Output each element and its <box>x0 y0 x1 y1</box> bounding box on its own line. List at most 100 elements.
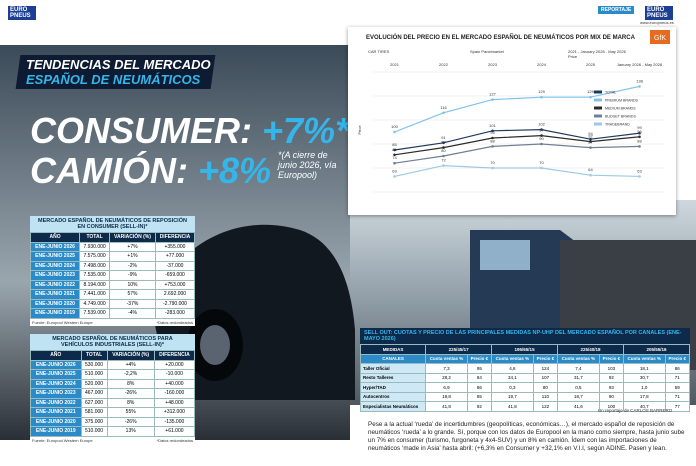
point <box>442 154 445 158</box>
size-cell: 225/45/17 <box>425 344 493 355</box>
cell: 107 <box>532 372 559 383</box>
point <box>393 175 396 178</box>
row: Resto Talleres 28,2 84 34,1 107 31,7 92 30,7 71 <box>359 372 691 383</box>
cell: 7,3 <box>425 363 468 374</box>
value-label: 94 <box>588 131 593 136</box>
cell: Taller Oficial <box>359 363 427 374</box>
header-row: AÑO TOTAL VARIACIÓN (%) DIFERENCIA <box>29 232 196 243</box>
legend-swatch <box>594 122 602 126</box>
value-label: 127 <box>489 92 496 97</box>
cell: 41,8 <box>491 401 534 412</box>
point <box>393 153 396 157</box>
cell: 92 <box>598 372 625 383</box>
value-label: 92 <box>588 134 593 139</box>
value-label: 91 <box>441 135 446 140</box>
value-label: 72 <box>441 158 446 163</box>
legend-label: PREMIUM BRANDS <box>605 99 639 103</box>
point <box>638 145 641 148</box>
x-tick-label: 2024 <box>537 62 547 67</box>
line <box>394 143 640 164</box>
value-label: 80 <box>441 148 446 153</box>
point <box>442 141 445 145</box>
intro-text: Pese a la actual ‘rueda’ de incertidumbr… <box>368 421 685 452</box>
cell: 0,5 <box>557 382 600 393</box>
section-label: REPORTAJE <box>598 6 635 14</box>
value-label: 88 <box>490 138 495 143</box>
size-cell: 225/40/18 <box>557 344 624 355</box>
source: Fuente: Europool Western Europe <box>32 319 93 325</box>
row: Especialistas Neumáticos 41,8 92 41,8 122 41,… <box>359 401 691 412</box>
cell: 80 <box>532 382 559 393</box>
legend-swatch <box>594 106 602 110</box>
point <box>442 111 445 115</box>
cell: 71 <box>664 391 691 402</box>
value-label: 99 <box>637 125 642 130</box>
cell: ENE-JUNIO 2019 <box>29 308 81 319</box>
cell: 122 <box>532 401 559 412</box>
row: Hyper/TAD 6,9 86 0,3 80 0,5 93 1,0 59 <box>359 382 691 393</box>
credit: Un reportaje de CARLOS BARRERO <box>598 408 673 413</box>
cell: 31,7 <box>557 372 600 383</box>
value-label: 85 <box>392 142 397 147</box>
cell: 100 <box>598 401 625 412</box>
cell: 30,7 <box>623 372 666 383</box>
table-title: MERCADO ESPAÑOL DE NEUMÁTICOS PARA VEHÍC… <box>30 334 195 350</box>
table: MEDIDAS 225/45/17 195/65/15 225/40/18 205/55… <box>359 344 691 412</box>
header-cell: Precio € <box>598 353 625 364</box>
size-row: MEDIDAS 225/45/17 195/65/15 225/40/18 205/55… <box>359 344 690 355</box>
legend-label: BUDGET BRANDS <box>605 115 636 119</box>
point <box>393 130 396 134</box>
size-cell: 205/55/16 <box>623 344 690 355</box>
cell: 77 <box>664 401 691 412</box>
line <box>394 134 640 156</box>
y-axis-label: Price <box>357 125 362 135</box>
value-label: 116 <box>440 105 447 110</box>
cell: Especialistas Neumáticos <box>359 401 427 412</box>
point <box>442 164 445 167</box>
cell: 85 <box>466 391 493 402</box>
legend-swatch <box>594 98 602 102</box>
point <box>540 134 543 137</box>
point <box>638 85 641 88</box>
point <box>589 146 592 149</box>
header-cell: CANALES <box>359 353 427 364</box>
cell: 86 <box>664 363 691 374</box>
cell: 110 <box>532 391 559 402</box>
legend-label: TOTAL <box>605 91 616 95</box>
headline-consumer: CONSUMER: +7%* <box>30 110 349 152</box>
cell: 124 <box>532 363 559 374</box>
url: www.europneus.es <box>640 20 674 25</box>
cell: 71 <box>664 372 691 383</box>
cell: +61.000 <box>153 426 196 437</box>
cell: 59 <box>664 382 691 393</box>
cell: 95 <box>466 363 493 374</box>
point <box>491 145 494 148</box>
line <box>394 85 640 133</box>
legend-label: MEDIUM BRANDS <box>605 107 636 111</box>
measure: Price <box>568 54 578 59</box>
point <box>638 135 641 139</box>
cell: 28,2 <box>425 372 468 383</box>
header-cell: Precio € <box>532 353 559 364</box>
point <box>589 137 592 141</box>
legend-label: TRADEBRAND <box>605 123 630 127</box>
x-tick-label: 2025 <box>586 62 596 67</box>
gfk-logo: GfK <box>654 35 666 42</box>
title-line1: TENDENCIAS DEL MERCADO <box>26 57 211 72</box>
note: *Datos redondeados <box>156 437 193 443</box>
cell: 93 <box>598 382 625 393</box>
point <box>589 95 592 99</box>
period: 2021 - January 2026 - May 2026 <box>568 49 627 54</box>
point <box>589 173 592 177</box>
value-label: 64 <box>588 167 593 172</box>
cell: 17,8 <box>623 391 666 402</box>
row: ENE-JUNIO 2020 375.000 -26% -135.000 <box>30 416 196 427</box>
cell: 0,3 <box>491 382 534 393</box>
header-cell: Cuota ventas % <box>425 353 468 364</box>
gfk-logo-bg <box>650 30 670 44</box>
truck-table: MERCADO ESPAÑOL DE NEUMÁTICOS PARA VEHÍC… <box>30 334 196 444</box>
cell: 41,8 <box>425 401 468 412</box>
headline-truck: CAMIÓN: +8% <box>30 150 271 192</box>
table-title: MERCADO ESPAÑOL DE NEUMÁTICOS DE REPOSIC… <box>30 216 195 232</box>
header-cell: Cuota ventas % <box>491 353 534 364</box>
